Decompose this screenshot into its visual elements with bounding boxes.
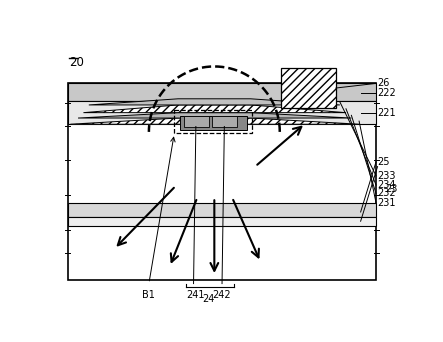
Text: 234: 234 <box>377 180 396 190</box>
Polygon shape <box>70 118 359 124</box>
Bar <box>68 83 376 280</box>
Bar <box>280 68 336 108</box>
Text: 233: 233 <box>377 171 396 181</box>
Bar <box>68 83 376 101</box>
Bar <box>174 110 252 133</box>
Bar <box>68 101 376 124</box>
Text: 222: 222 <box>377 88 396 97</box>
Bar <box>183 116 209 127</box>
Bar <box>68 203 376 216</box>
Text: 242: 242 <box>212 290 230 300</box>
Polygon shape <box>78 113 351 118</box>
Text: 20: 20 <box>69 56 84 69</box>
Polygon shape <box>83 105 346 113</box>
Text: 25: 25 <box>377 157 390 167</box>
Text: 241: 241 <box>187 290 205 300</box>
Bar <box>68 216 376 226</box>
Bar <box>212 116 237 127</box>
Text: B1: B1 <box>143 290 155 300</box>
Text: 231: 231 <box>377 198 396 208</box>
Text: 26: 26 <box>377 78 390 88</box>
Text: 23: 23 <box>385 184 398 194</box>
Text: 221: 221 <box>377 108 396 118</box>
Bar <box>180 116 248 130</box>
Polygon shape <box>89 99 340 105</box>
Text: 232: 232 <box>377 188 396 198</box>
Text: 24: 24 <box>202 294 214 304</box>
